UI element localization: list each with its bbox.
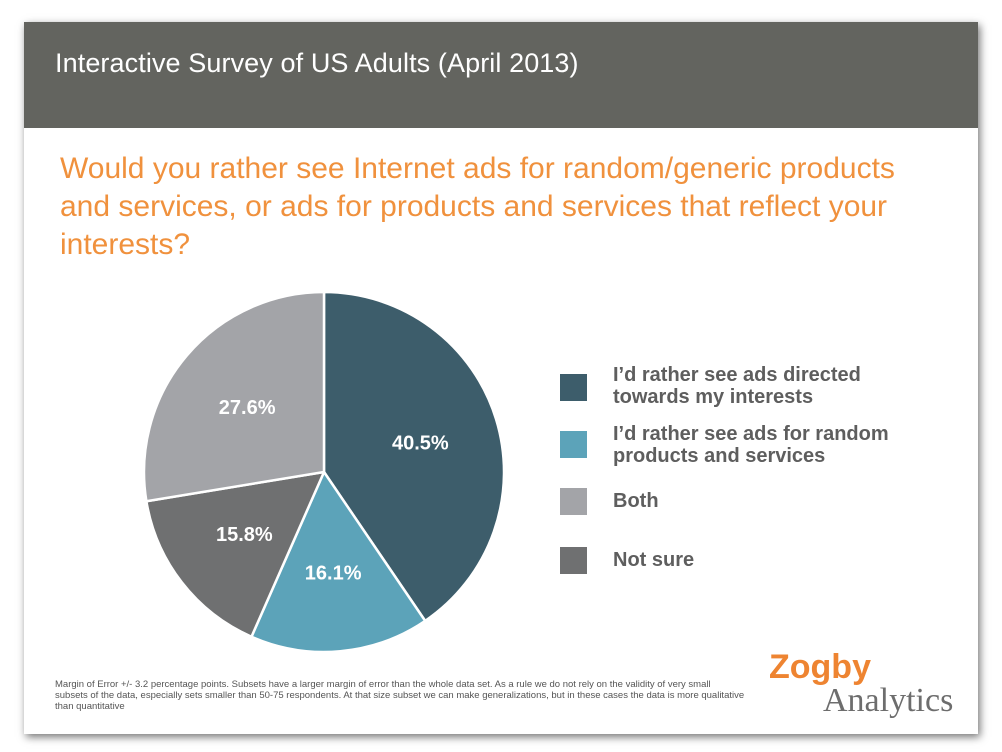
slice-both-label: 27.6% [219,397,276,419]
legend-label-both: Both [613,490,659,512]
legend-swatch-interests [560,374,587,401]
survey-question: Would you rather see Internet ads for ra… [60,152,895,261]
margin-of-error-note: Margin of Error +/- 3.2 percentage point… [55,679,745,712]
legend-label-not-sure: Not sure [613,549,695,571]
legend-swatch-random [560,431,587,458]
page-title: Interactive Survey of US Adults (April 2… [55,48,579,78]
legend-label-random: I’d rather see ads for random products a… [613,423,889,467]
slice-both [142,290,326,503]
legend-swatch-not-sure [560,547,587,574]
logo-zogby-text: Zogby [769,648,871,686]
slice-random-label: 16.1% [305,562,362,584]
slice-not-sure-label: 15.8% [216,524,273,546]
legend-swatch-both [560,488,587,515]
pie-chart: 40.5% 16.1% 15.8% 27.6% [142,290,506,654]
zogby-analytics-logo: Zogby Analytics [769,648,969,728]
slice-interests-label: 40.5% [392,432,449,454]
slide: Interactive Survey of US Adults (April 2… [24,22,978,734]
slice-random [250,470,427,654]
slice-not-sure [145,470,326,638]
logo-analytics-text: Analytics [823,682,954,719]
legend-label-interests: I’d rather see ads directed towards my i… [613,364,861,408]
header-bar: Interactive Survey of US Adults (April 2… [24,22,978,128]
slice-interests [322,290,506,623]
